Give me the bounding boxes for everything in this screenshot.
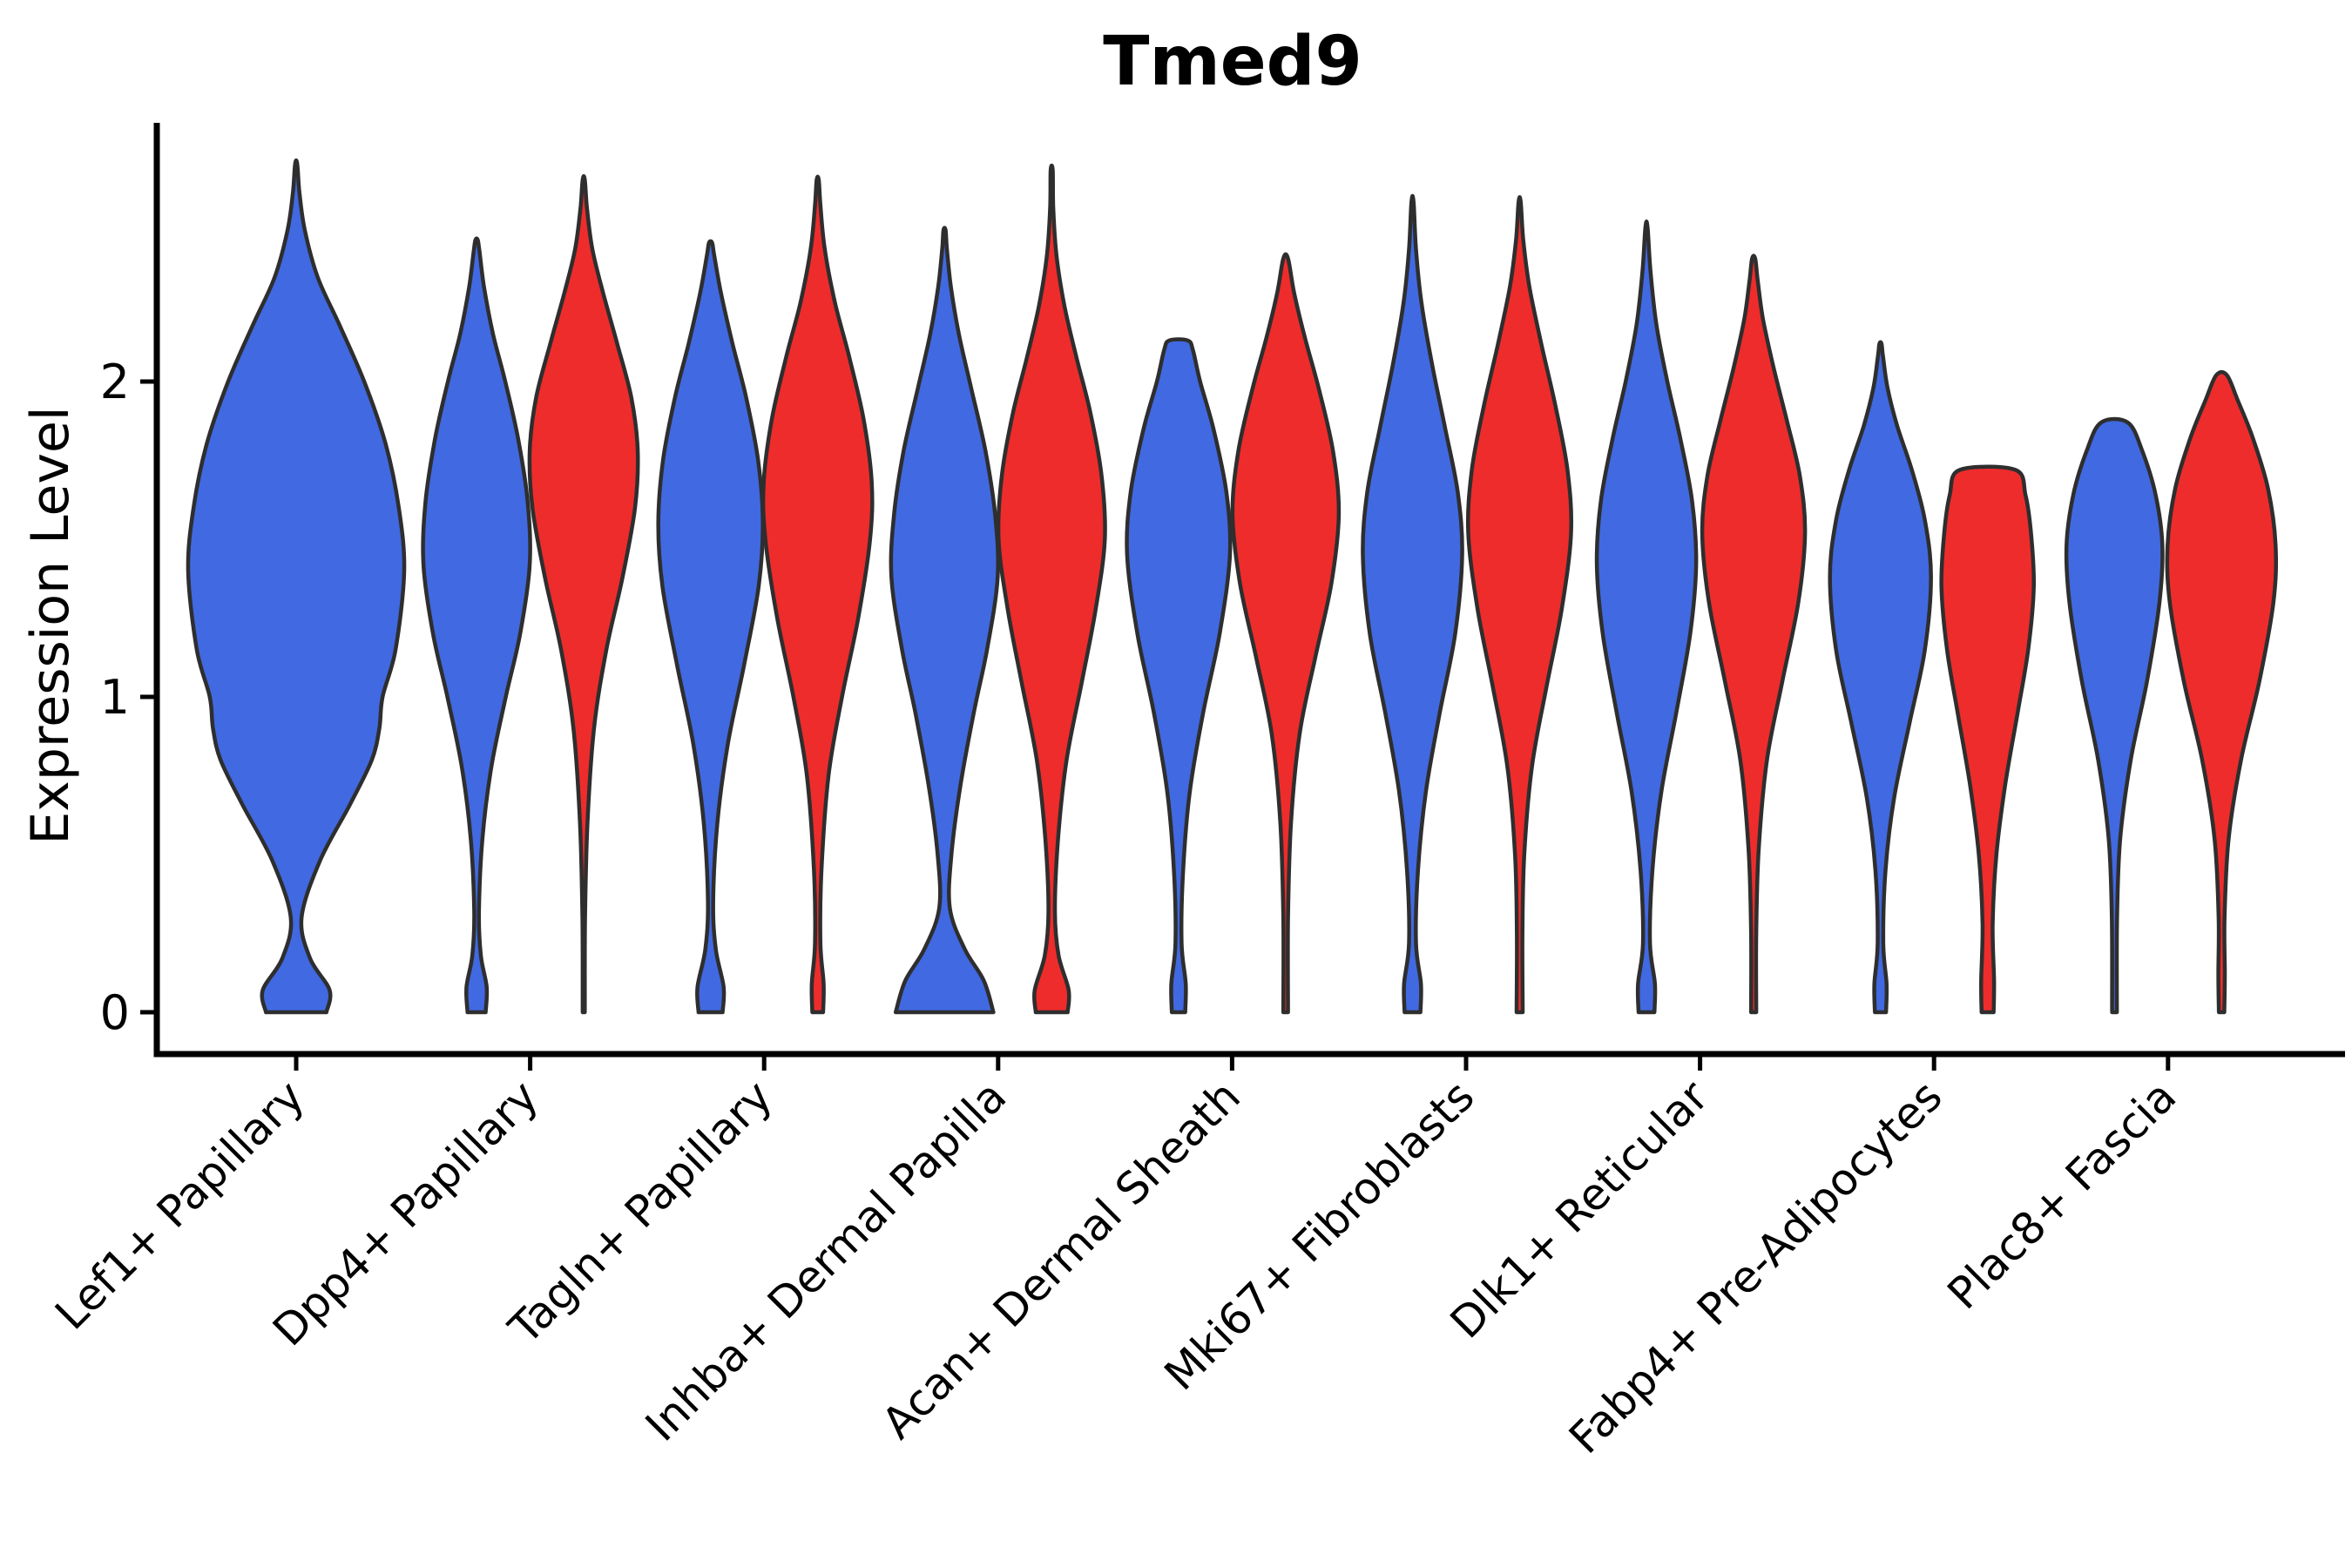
x-tick-label: Plac8+ Fascia (1938, 1071, 2186, 1319)
violin-inhba-dermal-papilla-blue (889, 226, 1001, 1015)
violin-inhba-dermal-papilla-red (996, 163, 1107, 1015)
violin-tagln-papillary-red (760, 174, 875, 1015)
chart-title: Tmed9 (1103, 23, 1362, 101)
violin-mki67-fibroblasts-blue (1361, 193, 1464, 1015)
violin-dlk1-reticular-red (1700, 253, 1808, 1015)
violin-mki67-fibroblasts-red (1465, 194, 1574, 1015)
violin-plac8-fascia-blue (2064, 416, 2165, 1015)
x-tick-label: Dlk1+ Reticular (1441, 1071, 1718, 1348)
y-tick-label: 0 (100, 985, 130, 1040)
violin-acan-dermal-sheath-blue (1125, 337, 1233, 1015)
violin-dpp4-papillary-red (527, 174, 640, 1015)
violin-dlk1-reticular-blue (1594, 220, 1699, 1015)
violin-fabp4-pre-adipocytes-blue (1828, 340, 1933, 1015)
violin-plac8-fascia-red (2165, 369, 2279, 1015)
violin-lef1-papillary-blue (186, 158, 407, 1015)
violin-tagln-papillary-blue (656, 239, 765, 1015)
y-tick-label: 1 (100, 670, 130, 725)
violin-acan-dermal-sheath-red (1230, 252, 1342, 1015)
y-tick-label: 2 (100, 355, 130, 409)
x-tick-label: Lef1+ Papillary (45, 1071, 314, 1339)
violin-dpp4-papillary-blue (421, 236, 532, 1015)
y-axis-title: Expression Level (20, 406, 81, 845)
x-tick-label: Fabp4+ Pre-Adipocytes (1559, 1071, 1952, 1463)
violin-fabp4-pre-adipocytes-red (1939, 464, 2037, 1015)
